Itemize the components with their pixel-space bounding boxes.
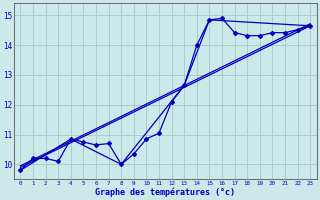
X-axis label: Graphe des températures (°c): Graphe des températures (°c) bbox=[95, 187, 235, 197]
